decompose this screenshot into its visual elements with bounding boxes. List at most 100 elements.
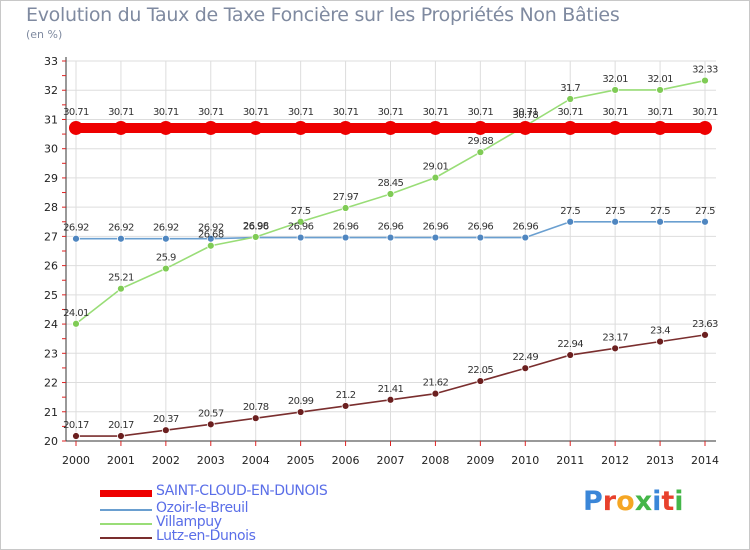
point-villampuy-2006	[341, 204, 350, 212]
point-ozoir-le-breuil-2002	[161, 234, 170, 243]
x-tick-label-2002: 2002	[152, 454, 180, 467]
point-villampuy-2009	[476, 148, 485, 157]
point-saint-cloud-en-dunois-2003	[203, 120, 218, 135]
point-saint-cloud-en-dunois-2007	[383, 120, 398, 135]
data-label-saint-cloud-en-dunois-2012: 30.71	[602, 107, 628, 118]
data-label-ozoir-le-breuil-2004: 26.96	[243, 222, 269, 233]
y-tick-label-26: 26	[44, 260, 58, 273]
point-saint-cloud-en-dunois-2010	[518, 120, 533, 135]
logo-letter: P	[583, 486, 603, 517]
x-tick-label-2013: 2013	[646, 454, 674, 467]
point-lutz-en-dunois-2000	[72, 432, 80, 440]
y-tick-label-21: 21	[44, 406, 58, 419]
point-lutz-en-dunois-2011	[566, 351, 575, 359]
data-label-lutz-en-dunois-2000: 20.17	[63, 420, 89, 431]
point-saint-cloud-en-dunois-2012	[608, 120, 623, 135]
point-villampuy-2000	[72, 319, 80, 328]
point-ozoir-le-breuil-2001	[117, 234, 125, 243]
point-villampuy-2002	[161, 264, 170, 273]
data-label-villampuy-2011: 31.7	[560, 83, 580, 94]
data-label-saint-cloud-en-dunois-2002: 30.71	[153, 107, 179, 118]
point-villampuy-2013	[656, 86, 664, 94]
point-saint-cloud-en-dunois-2006	[338, 120, 353, 135]
x-tick-label-2004: 2004	[242, 454, 270, 467]
logo-letter: r	[602, 486, 617, 517]
legend-label-ozoir: Ozoir-le-Breuil	[156, 500, 249, 516]
data-label-saint-cloud-en-dunois-2003: 30.71	[198, 107, 224, 118]
point-saint-cloud-en-dunois-2009	[473, 120, 488, 135]
y-tick-label-25: 25	[44, 289, 58, 302]
data-label-villampuy-2012: 32.01	[602, 74, 628, 85]
x-tick-label-2014: 2014	[691, 454, 719, 467]
data-label-villampuy-2010: 30.78	[512, 110, 538, 121]
data-label-ozoir-le-breuil-2010: 26.96	[512, 222, 538, 233]
x-tick-label-2007: 2007	[377, 454, 405, 467]
data-label-ozoir-le-breuil-2013: 27.5	[650, 206, 670, 217]
point-ozoir-le-breuil-2009	[476, 233, 485, 242]
data-label-lutz-en-dunois-2008: 21.62	[423, 378, 449, 389]
data-label-villampuy-2002: 25.9	[156, 253, 176, 264]
point-saint-cloud-en-dunois-2001	[113, 120, 128, 135]
point-villampuy-2008	[431, 173, 440, 182]
x-tick-label-2011: 2011	[556, 454, 584, 467]
x-tick-label-2001: 2001	[107, 454, 135, 467]
point-lutz-en-dunois-2004	[251, 414, 260, 423]
data-label-saint-cloud-en-dunois-2008: 30.71	[423, 107, 449, 118]
point-saint-cloud-en-dunois-2004	[248, 120, 263, 135]
data-label-lutz-en-dunois-2004: 20.78	[243, 402, 269, 413]
point-ozoir-le-breuil-2011	[566, 217, 575, 226]
data-label-villampuy-2007: 28.45	[378, 178, 404, 189]
data-label-lutz-en-dunois-2005: 20.99	[288, 396, 314, 407]
x-tick-label-2008: 2008	[421, 454, 449, 467]
data-label-saint-cloud-en-dunois-2000: 30.71	[63, 107, 89, 118]
legend-swatch-ozoir	[100, 509, 152, 511]
data-label-ozoir-le-breuil-2002: 26.92	[153, 223, 179, 234]
y-tick-label-24: 24	[44, 318, 58, 331]
data-label-lutz-en-dunois-2012: 23.17	[602, 332, 628, 343]
proxiti-logo: Proxiti	[583, 486, 684, 517]
point-ozoir-le-breuil-2000	[72, 234, 80, 243]
point-saint-cloud-en-dunois-2002	[158, 120, 173, 135]
data-label-villampuy-2006: 27.97	[333, 192, 359, 203]
legend-item-saint-cloud: SAINT-CLOUD-EN-DUNOIS	[100, 483, 400, 500]
legend-swatch-lutz	[100, 537, 152, 539]
point-saint-cloud-en-dunois-2000	[69, 120, 83, 135]
data-label-ozoir-le-breuil-2012: 27.5	[605, 206, 625, 217]
point-saint-cloud-en-dunois-2008	[428, 120, 443, 135]
point-villampuy-2004	[251, 233, 260, 241]
point-villampuy-2001	[117, 284, 125, 293]
point-lutz-en-dunois-2005	[296, 408, 305, 416]
point-saint-cloud-en-dunois-2005	[293, 120, 308, 135]
point-lutz-en-dunois-2002	[161, 426, 170, 435]
data-label-saint-cloud-en-dunois-2010: 30.71	[512, 107, 538, 118]
y-unit-label: (en %)	[26, 28, 63, 41]
legend-label-lutz: Lutz-en-Dunois	[156, 528, 256, 544]
data-label-saint-cloud-en-dunois-2011: 30.71	[557, 107, 583, 118]
legend-swatch-saint-cloud	[100, 490, 152, 497]
point-villampuy-2011	[566, 95, 575, 103]
y-tick-label-23: 23	[44, 347, 58, 360]
data-label-ozoir-le-breuil-2003: 26.92	[198, 223, 224, 234]
point-ozoir-le-breuil-2010	[521, 233, 530, 242]
data-label-ozoir-le-breuil-2007: 26.96	[378, 222, 404, 233]
point-lutz-en-dunois-2010	[521, 364, 530, 373]
legend-item-ozoir: Ozoir-le-Breuil	[100, 500, 400, 517]
data-label-ozoir-le-breuil-2008: 26.96	[423, 222, 449, 233]
point-ozoir-le-breuil-2012	[611, 217, 620, 226]
y-tick-label-31: 31	[44, 113, 58, 126]
logo-letter: o	[616, 486, 635, 517]
point-lutz-en-dunois-2012	[611, 344, 620, 353]
legend-label-villampuy: Villampuy	[156, 514, 222, 530]
data-label-villampuy-2004: 26.98	[243, 221, 269, 232]
data-label-saint-cloud-en-dunois-2001: 30.71	[108, 107, 134, 118]
point-villampuy-2003	[206, 241, 215, 250]
data-label-villampuy-2008: 29.01	[423, 162, 449, 173]
point-villampuy-2014	[701, 76, 709, 85]
point-villampuy-2005	[296, 217, 305, 226]
legend-item-lutz: Lutz-en-Dunois	[100, 528, 400, 545]
data-label-ozoir-le-breuil-2014: 27.5	[695, 206, 715, 217]
logo-letter: x	[634, 486, 653, 517]
point-lutz-en-dunois-2008	[431, 389, 440, 398]
y-tick-label-28: 28	[44, 201, 58, 214]
